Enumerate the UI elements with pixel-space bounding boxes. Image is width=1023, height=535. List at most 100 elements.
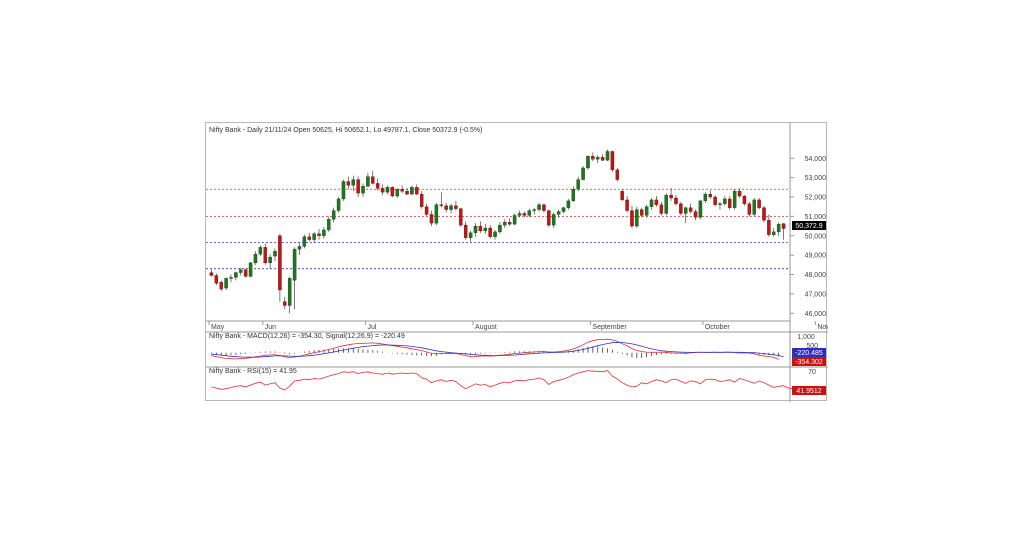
candle-body — [742, 195, 747, 204]
candle-body — [327, 219, 331, 231]
price-tick-label: 51,000 — [805, 214, 827, 221]
candle-body — [737, 191, 742, 197]
candle-body — [498, 224, 502, 233]
stock-chart-svg: Nifty Bank - Daily 21/11/24 Open 50625, … — [206, 123, 828, 402]
candle-body — [263, 247, 267, 264]
price-tick-label: 52,000 — [805, 195, 827, 202]
candle-body — [410, 187, 414, 195]
candle-body — [424, 206, 429, 215]
candle-body — [273, 251, 277, 257]
candle-body — [346, 181, 351, 186]
candle-body — [693, 211, 698, 218]
candle-body — [664, 194, 668, 214]
candle-body — [503, 222, 507, 226]
candle-body — [331, 210, 336, 220]
candle-body — [278, 235, 282, 291]
candle-body — [380, 188, 385, 193]
candle-body — [600, 157, 605, 161]
candle-body — [757, 199, 761, 208]
candle-body — [542, 204, 546, 211]
candle-body — [644, 206, 649, 216]
candle-body — [219, 282, 223, 290]
candle-body — [747, 203, 752, 215]
candle-body — [586, 156, 590, 169]
x-tick-label: Jul — [367, 324, 376, 331]
candle-body — [400, 189, 404, 192]
last-price-readout: 50,372.9 — [792, 221, 826, 230]
candle-body — [723, 198, 727, 204]
candle-body — [610, 151, 615, 171]
candle-body — [732, 191, 737, 208]
candle-body — [630, 210, 634, 227]
candle-body — [473, 225, 478, 233]
candle-body — [478, 225, 483, 232]
candle-body — [532, 209, 536, 211]
rsi-value-readout: 41.9512 — [792, 386, 826, 395]
candle-body — [581, 167, 585, 180]
x-tick-label: May — [211, 324, 225, 331]
candle-body — [767, 220, 771, 235]
candle-body — [488, 227, 492, 237]
candle-body — [698, 200, 703, 218]
candle-body — [517, 213, 522, 216]
macd-tick-500: 500 — [806, 343, 818, 350]
candle-body — [659, 204, 664, 214]
candle-body — [268, 256, 272, 264]
rsi-tick-70: 70 — [808, 369, 816, 376]
last-price-label: 50,372.9 — [795, 223, 822, 230]
candle-body — [444, 205, 448, 210]
candle-body — [297, 246, 302, 250]
macd-value-label: -354.302 — [795, 359, 823, 366]
macd-signal-line — [211, 341, 784, 358]
candle-body — [625, 199, 629, 211]
candle-body — [336, 198, 341, 211]
candle-body — [390, 187, 395, 197]
price-tick-label: 48,000 — [805, 272, 827, 279]
candle-body — [605, 151, 610, 161]
candle-body — [317, 233, 321, 236]
price-tick-label: 49,000 — [805, 253, 827, 260]
rsi-panel-title: Nifty Bank - RSI(15) = 41.95 — [209, 368, 297, 375]
candle-body — [449, 205, 453, 210]
candle-body — [243, 269, 248, 277]
candle-body — [292, 249, 297, 281]
candle-body — [708, 193, 712, 198]
candle-body — [522, 213, 527, 216]
candle-body — [258, 247, 263, 255]
candle-body — [214, 275, 219, 284]
candle-body — [772, 231, 776, 235]
candle-body — [419, 193, 424, 207]
candle-body — [234, 272, 238, 278]
candle-body — [385, 187, 390, 193]
x-tick-label: Jun — [265, 324, 276, 331]
candle-body — [375, 183, 380, 189]
candle-body — [649, 199, 654, 207]
price-tick-label: 50,000 — [805, 233, 827, 240]
chart-frame: Nifty Bank - Daily 21/11/24 Open 50625, … — [205, 122, 828, 402]
candle-body — [429, 214, 434, 224]
candle-body — [463, 224, 468, 238]
rsi-line — [211, 370, 794, 391]
candle-body — [713, 196, 717, 205]
candle-body — [405, 191, 409, 195]
x-tick-label: November — [817, 324, 828, 331]
candle-body — [781, 223, 786, 229]
candle-body — [703, 193, 708, 202]
macd-signal-label: -220.485 — [795, 350, 823, 357]
candle-body — [762, 207, 766, 221]
candle-body — [591, 156, 595, 160]
candle-body — [674, 197, 678, 204]
candle-body — [371, 176, 375, 184]
candle-body — [669, 194, 673, 199]
candle-body — [283, 301, 287, 306]
candle-body — [468, 232, 473, 238]
candle-body — [551, 214, 556, 226]
candle-body — [571, 189, 576, 202]
candle-body — [439, 204, 444, 206]
candle-body — [635, 209, 639, 227]
candle-body — [229, 277, 233, 279]
candle-body — [556, 211, 561, 215]
candle-body — [307, 236, 311, 240]
candle-body — [415, 187, 419, 195]
candle-body — [454, 205, 458, 209]
